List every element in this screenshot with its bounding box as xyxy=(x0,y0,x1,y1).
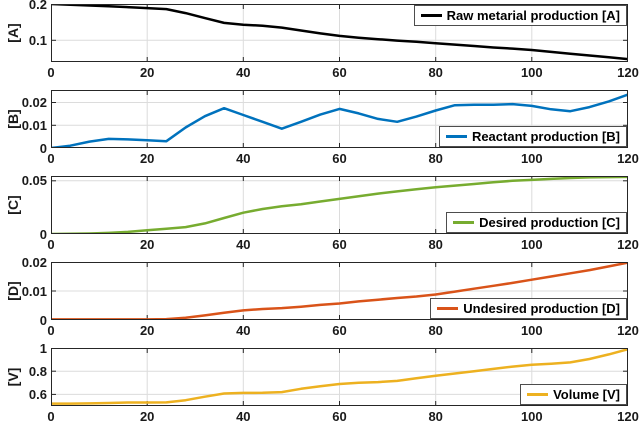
x-tick-label: 120 xyxy=(617,237,639,252)
subplot-a: [A] 0.1 0.2 Raw metarial production [A] 0… xyxy=(0,0,640,88)
y-tick-label: 1 xyxy=(39,340,47,356)
legend-line-sample xyxy=(420,14,442,17)
x-tick-label: 40 xyxy=(236,237,251,252)
legend-label: Raw metarial production [A] xyxy=(446,8,620,23)
x-tick-label: 0 xyxy=(47,237,55,252)
y-tick-labels-c: 0 0.05 xyxy=(0,173,47,240)
x-tick-label: 100 xyxy=(520,323,543,338)
x-tick-label: 40 xyxy=(236,323,251,338)
subplot-c: [C] 0 0.05 Desired production [C] 0 20 40 60… xyxy=(0,173,640,260)
plot-wrap-a: Raw metarial production [A] xyxy=(51,4,628,62)
x-tick-label: 120 xyxy=(617,65,639,80)
y-tick-label: 0 xyxy=(39,226,47,242)
x-tick-labels-a: 0 20 40 60 80 100 120 xyxy=(47,64,638,84)
x-tick-label: 80 xyxy=(428,65,443,80)
legend-d: Undesired production [D] xyxy=(430,298,627,319)
plot-area-b xyxy=(51,90,628,148)
x-tick-label: 80 xyxy=(428,237,443,252)
x-tick-label: 0 xyxy=(47,409,55,424)
x-tick-label: 20 xyxy=(139,409,155,424)
x-tick-labels-d: 0 20 40 60 80 100 120 xyxy=(47,322,638,342)
x-tick-label: 80 xyxy=(428,323,443,338)
plot-wrap-d: Undesired production [D] xyxy=(51,262,628,320)
plot-wrap-b: Reactant production [B] xyxy=(51,90,628,148)
x-tick-label: 120 xyxy=(617,409,639,424)
x-tick-label: 100 xyxy=(520,237,543,252)
y-tick-label: 0.02 xyxy=(21,95,47,110)
legend-label: Reactant production [B] xyxy=(471,129,620,144)
legend-line-sample xyxy=(437,307,459,310)
x-tick-label: 60 xyxy=(332,323,347,338)
x-tick-label: 60 xyxy=(332,237,347,252)
y-tick-label: 0.6 xyxy=(28,386,47,402)
x-tick-label: 80 xyxy=(428,151,443,166)
x-tick-label: 0 xyxy=(47,151,55,166)
plot-wrap-v: Volume [V] xyxy=(51,348,628,406)
y-tick-label: 0.05 xyxy=(21,173,47,189)
x-tick-label: 80 xyxy=(428,409,443,424)
x-tick-label: 40 xyxy=(236,151,251,166)
legend-v: Volume [V] xyxy=(520,384,627,405)
x-tick-labels-b: 0 20 40 60 80 100 120 xyxy=(47,150,638,170)
subplot-d: [D] 0 0.01 0.02 Undesired production [D] 0… xyxy=(0,256,640,346)
y-tick-label: 0 xyxy=(39,140,47,156)
x-tick-label: 20 xyxy=(139,151,155,166)
y-tick-labels-v: 0.6 0.8 1 xyxy=(0,342,47,406)
legend-line-sample xyxy=(453,221,475,224)
x-tick-label: 120 xyxy=(617,323,639,338)
y-tick-label: 0 xyxy=(39,312,47,328)
plot-area-a xyxy=(51,4,628,62)
x-tick-label: 60 xyxy=(332,409,347,424)
y-tick-labels-b: 0 0.01 0.02 xyxy=(0,90,47,155)
x-tick-label: 120 xyxy=(617,151,639,166)
x-tick-label: 0 xyxy=(47,65,55,80)
y-tick-labels-a: 0.1 0.2 xyxy=(0,0,47,62)
y-tick-labels-d: 0 0.01 0.02 xyxy=(0,256,47,327)
subplot-v: [V] 0.6 0.8 1 Volume [V] 0 20 40 60 80 100 120 xyxy=(0,342,640,430)
y-tick-label: 0.1 xyxy=(28,32,47,48)
y-tick-label: 0.02 xyxy=(21,254,47,270)
legend-line-sample xyxy=(527,393,549,396)
plot-area-d xyxy=(51,262,628,320)
legend-b: Reactant production [B] xyxy=(438,126,627,147)
plot-area-c xyxy=(51,176,628,234)
legend-label: Undesired production [D] xyxy=(463,301,620,316)
x-tick-labels-v: 0 20 40 60 80 100 120 xyxy=(47,408,638,428)
y-tick-label: 0.01 xyxy=(21,117,47,133)
legend-c: Desired production [C] xyxy=(446,212,627,233)
x-tick-label: 60 xyxy=(332,151,347,166)
x-tick-label: 100 xyxy=(520,65,543,80)
x-tick-label: 60 xyxy=(332,65,347,80)
y-tick-label: 0.01 xyxy=(21,283,47,299)
legend-line-sample xyxy=(445,135,467,138)
y-tick-label: 0.2 xyxy=(28,0,47,12)
x-tick-label: 40 xyxy=(236,409,251,424)
legend-a: Raw metarial production [A] xyxy=(413,5,627,26)
y-tick-label: 0.8 xyxy=(28,363,47,379)
legend-label: Volume [V] xyxy=(553,387,620,402)
plot-wrap-c: Desired production [C] xyxy=(51,176,628,234)
x-tick-label: 20 xyxy=(139,237,155,252)
x-tick-label: 40 xyxy=(236,65,251,80)
plot-area-v xyxy=(51,348,628,406)
x-tick-labels-c: 0 20 40 60 80 100 120 xyxy=(47,236,638,256)
x-tick-label: 20 xyxy=(139,65,155,80)
legend-label: Desired production [C] xyxy=(479,215,620,230)
x-tick-label: 100 xyxy=(520,409,543,424)
x-tick-label: 100 xyxy=(520,151,543,166)
x-tick-label: 0 xyxy=(47,323,55,338)
x-tick-label: 20 xyxy=(139,323,155,338)
